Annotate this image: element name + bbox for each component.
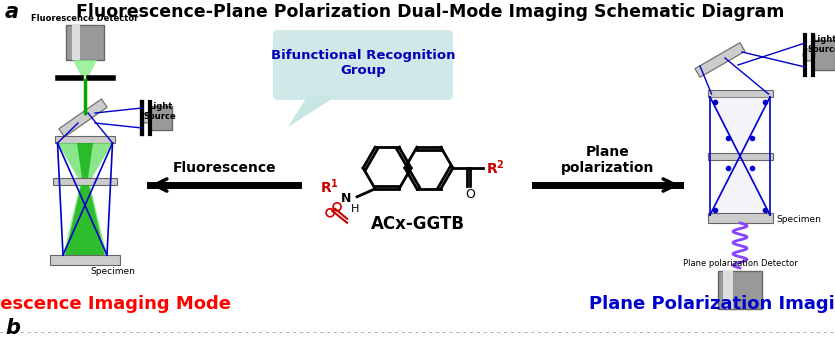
Text: H: H [351,204,359,214]
Bar [813,40,835,70]
Polygon shape [710,97,770,153]
Bar [707,90,772,97]
Text: Bifunctional Recognition
Group: Bifunctional Recognition Group [271,49,455,77]
Bar [707,213,772,223]
Bar [72,25,80,60]
Bar [50,255,120,265]
Text: Fluorescence-Plane Polarization Dual-Mode Imaging Schematic Diagram: Fluorescence-Plane Polarization Dual-Mod… [76,3,784,21]
Bar [723,271,733,309]
Text: Plane polarization Detector: Plane polarization Detector [683,259,797,268]
Text: N: N [341,192,352,205]
Text: Plane
polarization: Plane polarization [561,145,655,175]
Bar [66,25,104,60]
Text: Light
Source: Light Source [144,102,176,121]
Text: Light
Source: Light Source [807,35,835,54]
Polygon shape [63,185,107,255]
FancyBboxPatch shape [273,30,453,100]
Polygon shape [73,60,97,78]
Text: Fluorescence Detector: Fluorescence Detector [32,14,139,23]
Text: a: a [5,2,19,22]
Polygon shape [288,95,338,127]
Polygon shape [58,143,113,178]
Text: $\mathbf{R^2}$: $\mathbf{R^2}$ [485,159,504,177]
Text: Fluorescence: Fluorescence [173,161,277,175]
Text: b: b [5,318,20,338]
Circle shape [141,113,151,123]
Text: Fluorescence Imaging Mode: Fluorescence Imaging Mode [0,295,231,313]
Polygon shape [65,185,105,255]
Polygon shape [710,153,770,215]
Polygon shape [77,143,93,178]
Text: Plane Polarization Imaging Mode: Plane Polarization Imaging Mode [589,295,835,313]
Polygon shape [695,43,745,77]
Bar [150,106,172,130]
Bar [55,136,115,143]
Text: O: O [465,187,475,201]
Text: Specimen: Specimen [90,267,135,276]
Bar [707,153,772,160]
Text: $\mathbf{R^1}$: $\mathbf{R^1}$ [320,178,339,196]
Polygon shape [58,143,113,178]
Circle shape [803,49,815,61]
Bar [53,178,117,185]
Bar [718,271,762,309]
Polygon shape [58,99,107,137]
Text: ACx-GGTB: ACx-GGTB [371,215,465,233]
Text: Specimen: Specimen [777,215,822,224]
